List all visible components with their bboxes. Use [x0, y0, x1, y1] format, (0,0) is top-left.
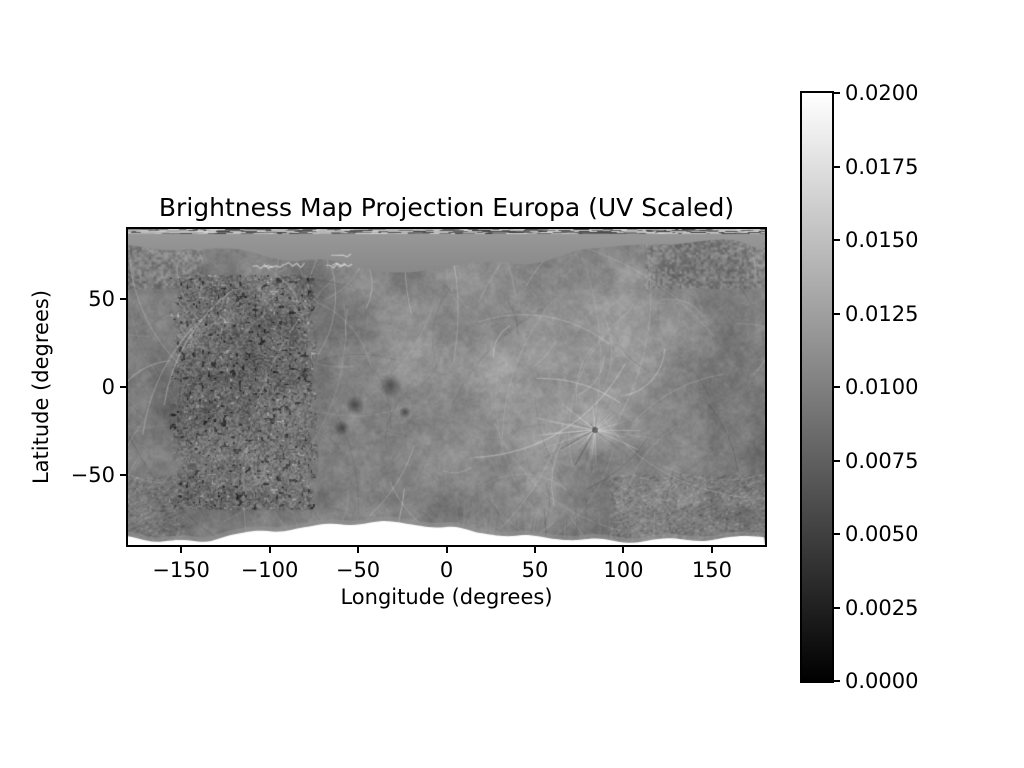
y-tick-mark	[120, 298, 126, 301]
colorbar-tick-label: 0.0200	[845, 81, 919, 105]
x-tick-label: −100	[240, 558, 299, 582]
x-tick-mark	[710, 547, 713, 553]
x-tick-label: 150	[691, 558, 732, 582]
colorbar-tick-label: 0.0050	[845, 522, 919, 546]
y-axis-label: Latitude (degrees)	[29, 289, 53, 485]
plot-area	[126, 227, 767, 547]
colorbar-gradient	[800, 91, 834, 683]
x-tick-mark	[357, 547, 360, 553]
x-tick-label: 100	[603, 558, 644, 582]
x-tick-mark	[445, 547, 448, 553]
x-tick-mark	[622, 547, 625, 553]
colorbar-tick-mark	[834, 239, 840, 241]
colorbar-tick-label: 0.0125	[845, 301, 919, 326]
x-axis-label: Longitude (degrees)	[340, 585, 553, 609]
colorbar-tick-mark	[834, 533, 840, 535]
colorbar-tick-label: 0.0175	[845, 154, 919, 179]
x-tick-label: 50	[521, 558, 549, 582]
y-tick-mark	[120, 473, 126, 476]
chart-title: Brightness Map Projection Europa (UV Sca…	[158, 193, 735, 222]
colorbar-tick-mark	[834, 459, 840, 462]
y-tick-label: 50	[88, 287, 115, 312]
colorbar-tick-mark	[834, 165, 840, 168]
x-tick-mark	[533, 547, 536, 553]
colorbar-tick-mark	[834, 92, 840, 94]
y-tick-mark	[120, 386, 126, 388]
colorbar-tick-mark	[834, 312, 840, 315]
x-tick-mark	[180, 547, 183, 553]
colorbar-tick-mark	[834, 680, 840, 682]
colorbar-tick-mark	[834, 606, 840, 609]
x-tick-mark	[268, 547, 271, 553]
colorbar-tick-label: 0.0000	[845, 669, 919, 693]
y-tick-label: 0	[101, 375, 115, 399]
colorbar-tick-label: 0.0075	[845, 448, 919, 473]
colorbar-tick-mark	[834, 386, 840, 388]
x-tick-label: −150	[152, 558, 210, 582]
europa-brightness-map	[128, 229, 765, 545]
colorbar-tick-label: 0.0025	[845, 595, 919, 620]
colorbar-tick-label: 0.0150	[845, 228, 919, 252]
x-tick-label: −50	[335, 558, 381, 582]
y-tick-label: −50	[70, 462, 115, 487]
x-tick-label: 0	[439, 558, 454, 582]
colorbar-tick-label: 0.0100	[845, 375, 919, 399]
